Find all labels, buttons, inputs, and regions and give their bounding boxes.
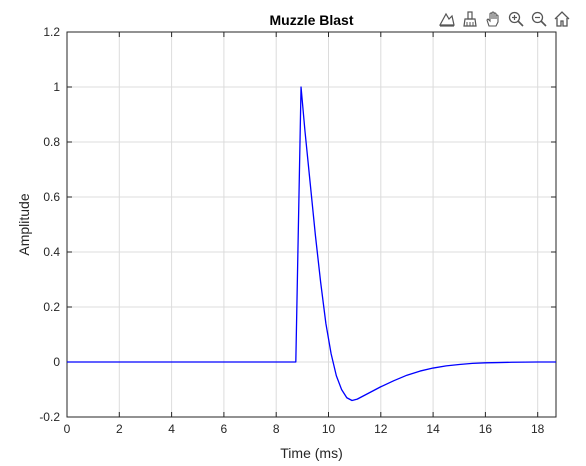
y-tick-label: 0.6 [43,190,60,204]
axis-ticks: 0 2 4 6 8 10 12 14 16 18 -0.2 0 0.2 0.4 0.6 0.8 1 1.2 [39,25,556,436]
brush-icon[interactable] [459,8,481,30]
x-tick-label: 16 [479,422,493,436]
y-tick-label: 0.8 [43,135,60,149]
y-tick-label: 0.4 [43,245,60,259]
x-tick-label: 4 [168,422,175,436]
data-tips-icon[interactable] [436,8,458,30]
home-icon[interactable] [551,8,573,30]
x-tick-label: 2 [116,422,123,436]
y-tick-label: 1 [53,80,60,94]
x-tick-label: 12 [374,422,388,436]
y-tick-label: -0.2 [39,410,60,424]
series-layer [67,86,556,402]
x-tick-label: 14 [426,422,440,436]
series-line [67,86,556,402]
y-axis-label: Amplitude [16,193,32,255]
chart-title: Muzzle Blast [269,12,353,28]
zoom-in-icon[interactable] [505,8,527,30]
plot-area[interactable] [66,31,557,418]
pan-hand-icon[interactable] [482,8,504,30]
x-tick-label: 10 [322,422,336,436]
y-tick-label: 1.2 [43,25,60,39]
axes-toolbar [436,8,573,30]
x-tick-label: 18 [531,422,545,436]
x-tick-label: 0 [64,422,71,436]
zoom-out-icon[interactable] [528,8,550,30]
y-tick-label: 0.2 [43,300,60,314]
x-axis-label: Time (ms) [280,445,342,461]
x-tick-label: 6 [221,422,228,436]
grid [66,31,556,418]
y-tick-label: 0 [53,355,60,369]
x-tick-label: 8 [273,422,280,436]
